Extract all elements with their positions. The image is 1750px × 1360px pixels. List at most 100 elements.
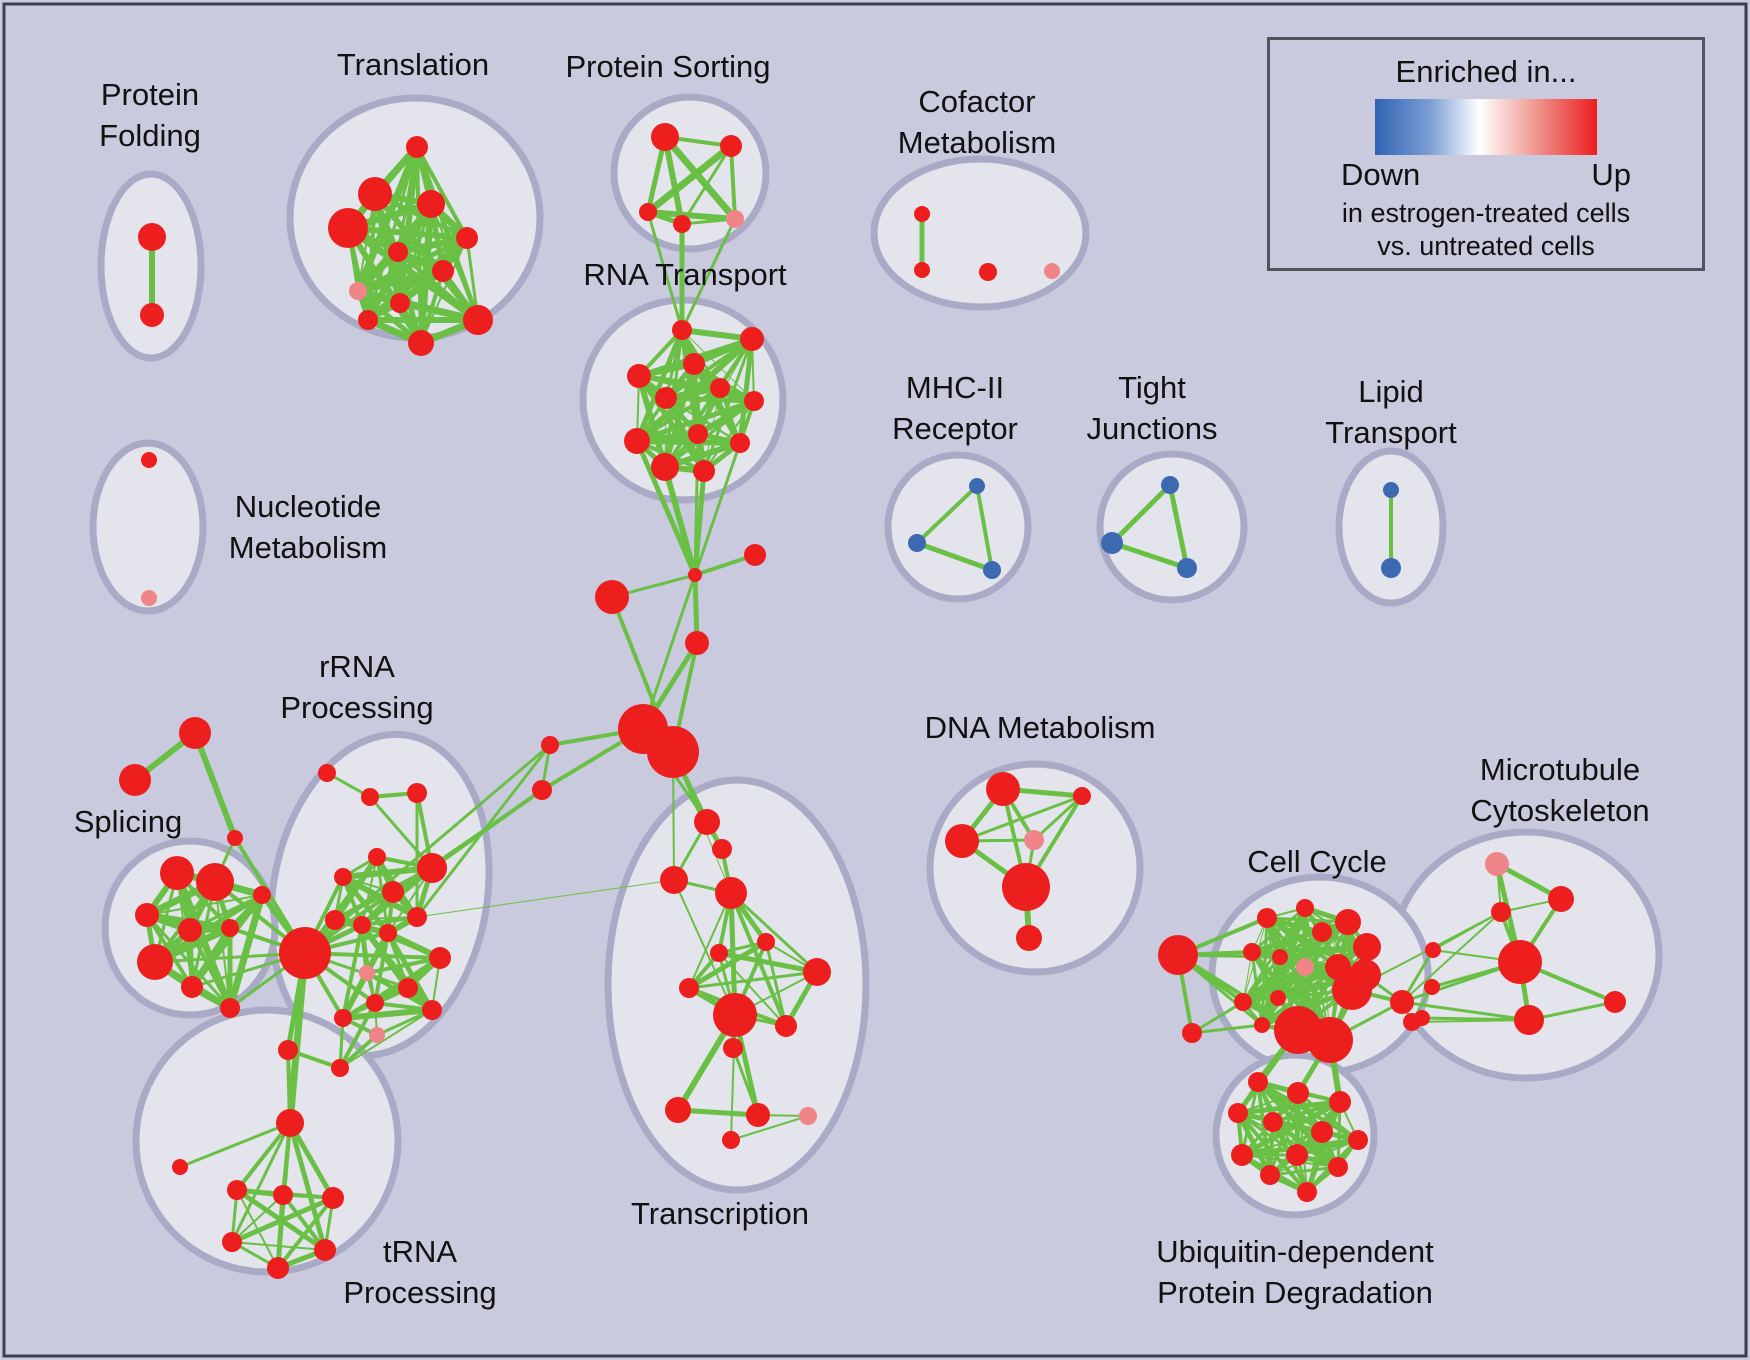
node-s0 <box>160 856 194 890</box>
cluster-label-rna-transport: RNA Transport <box>583 257 787 292</box>
node-w6 <box>1425 942 1441 958</box>
cluster-label-rrna-processing-line1: rRNA <box>319 649 395 684</box>
edge-k0-b0 <box>641 573 697 731</box>
edge-w6-w2 <box>1432 911 1502 951</box>
edge-s2-s7 <box>145 913 232 1010</box>
edge-v4-v7 <box>686 939 769 991</box>
node-n1 <box>141 590 157 606</box>
node-q9 <box>379 924 397 942</box>
edge-v13-v14 <box>730 1115 809 1141</box>
cluster-label-protein-sorting: Protein Sorting <box>565 49 770 84</box>
edge-u3-u7 <box>281 1193 327 1252</box>
edge-cc6-cc10 <box>1241 955 1282 1004</box>
edge-ps2-rt0 <box>646 210 684 332</box>
node-cc11 <box>1270 990 1286 1006</box>
edge-ub2-ub3 <box>1235 1099 1343 1116</box>
node-u5 <box>222 1232 242 1252</box>
node-ps1 <box>720 135 742 157</box>
cluster-label-lipid-transport-line1: Lipid <box>1358 374 1424 409</box>
node-cc1 <box>1296 899 1314 917</box>
node-k1 <box>744 544 766 566</box>
edge-t3-t9 <box>430 203 479 321</box>
node-b1 <box>647 726 699 778</box>
edge-ps1-ps2 <box>644 142 735 216</box>
edge-cc16-w4 <box>1400 1000 1531 1022</box>
node-ub8 <box>1286 1144 1308 1166</box>
edge-rt9-k0 <box>693 441 742 577</box>
node-ub3 <box>1228 1103 1248 1123</box>
node-l1 <box>1381 558 1401 578</box>
edge-tj1-tj2 <box>1109 540 1190 571</box>
cluster-label-ubiquitin-degradation-line1: Ubiquitin-dependent <box>1156 1234 1434 1269</box>
node-j1 <box>532 780 552 800</box>
edge-q5-j1 <box>430 788 544 870</box>
node-ub4 <box>1263 1112 1283 1132</box>
edge-q9-q15 <box>385 930 435 1013</box>
node-s8 <box>253 886 271 904</box>
node-w4 <box>1514 1005 1544 1035</box>
edge-u0-u1 <box>178 1121 292 1169</box>
cluster-label-nucleotide-metabolism-line2: Metabolism <box>229 530 388 565</box>
node-rt0 <box>672 320 692 340</box>
cluster-label-transcription: Transcription <box>631 1196 809 1231</box>
edge-d1-d3 <box>1032 794 1084 842</box>
node-v10 <box>723 1038 743 1058</box>
node-cc15 <box>1332 970 1372 1010</box>
node-v11 <box>665 1097 691 1123</box>
node-t0 <box>406 136 428 158</box>
node-v2 <box>660 866 688 894</box>
edge-d1-d2 <box>960 794 1084 843</box>
node-s5 <box>137 944 173 980</box>
node-s4 <box>221 919 239 937</box>
edge-v3-v6 <box>729 891 819 974</box>
node-q8 <box>353 916 371 934</box>
node-tj2 <box>1177 558 1197 578</box>
node-ps2 <box>639 203 657 221</box>
node-c1 <box>914 262 930 278</box>
node-t7 <box>349 282 367 300</box>
node-q18 <box>278 1040 298 1060</box>
node-cc0 <box>1257 908 1277 928</box>
edge-h-u0 <box>286 949 309 1127</box>
edge-rt5-rt11 <box>703 387 721 472</box>
node-v12 <box>746 1103 770 1127</box>
node-u2 <box>227 1180 247 1200</box>
node-q2 <box>407 783 427 803</box>
node-d4 <box>1002 863 1050 911</box>
node-k2 <box>595 580 629 614</box>
node-w3 <box>1498 940 1542 984</box>
cluster-label-translation: Translation <box>337 47 489 82</box>
node-ub7 <box>1231 1144 1253 1166</box>
node-q17 <box>369 1027 385 1043</box>
node-u0 <box>276 1109 304 1137</box>
edge-ps0-ps3 <box>662 134 685 227</box>
node-s2 <box>135 903 159 927</box>
node-x2 <box>227 830 243 846</box>
node-d5 <box>1016 925 1042 951</box>
node-q1 <box>361 788 379 806</box>
cluster-ellipse-transcription <box>604 776 870 1194</box>
node-s3 <box>178 918 202 942</box>
edge-rt0-rt8 <box>634 327 685 444</box>
edge-ub9-ub10 <box>1268 1165 1340 1177</box>
edge-q10-v2 <box>416 879 675 918</box>
edge-cc3-cc5 <box>1251 931 1323 953</box>
edge-ps0-ps4 <box>661 133 739 223</box>
node-cc12 <box>1254 1017 1270 1033</box>
node-q14 <box>366 994 384 1012</box>
edge-cc8-cc10 <box>1242 966 1339 1003</box>
edge-w4-w8 <box>1420 1016 1531 1022</box>
node-rt8 <box>624 428 650 454</box>
edge-rt4-rt6 <box>663 395 757 404</box>
edge-v5-v6 <box>716 950 820 975</box>
legend-endpoint-labels: Down Up <box>1341 157 1631 193</box>
edge-rt6-rt8 <box>634 398 757 444</box>
node-rt3 <box>627 364 651 388</box>
node-w7 <box>1424 979 1440 995</box>
node-ub0 <box>1248 1072 1268 1092</box>
node-m0 <box>969 478 985 494</box>
edge-u0-u5 <box>230 1121 292 1244</box>
node-s6 <box>181 976 203 998</box>
node-v0 <box>694 809 720 835</box>
cluster-ellipse-tight-junctions <box>1096 450 1248 604</box>
